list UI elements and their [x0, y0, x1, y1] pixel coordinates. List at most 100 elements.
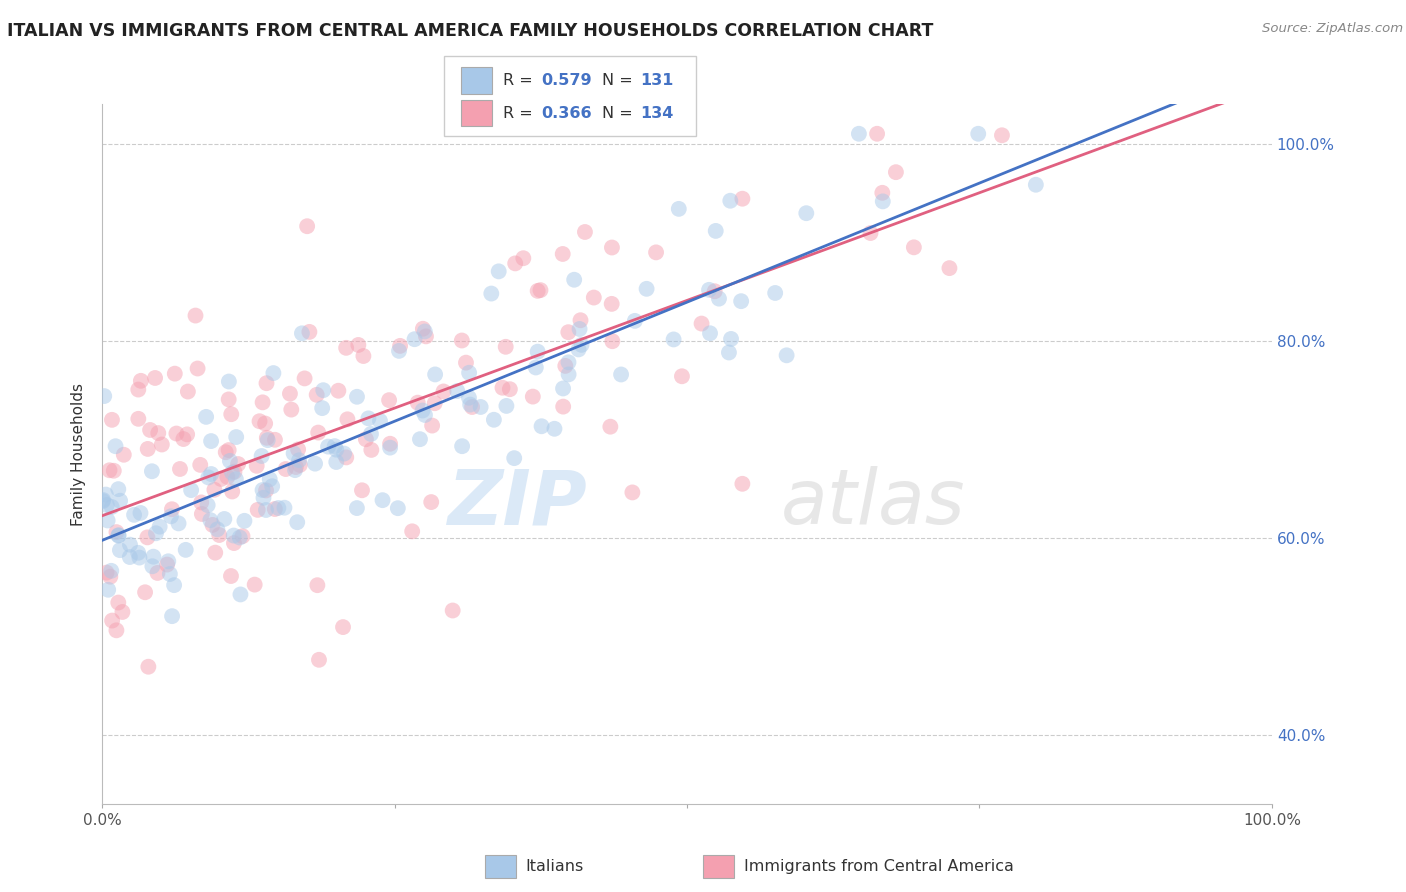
Point	[100, 564, 122, 578]
Point	[148, 425, 170, 440]
Text: 0.366: 0.366	[541, 105, 592, 120]
Point	[139, 423, 162, 437]
Point	[671, 369, 693, 384]
Text: R =: R =	[503, 73, 538, 88]
Point	[98, 569, 121, 583]
Point	[458, 366, 481, 380]
Point	[530, 419, 553, 434]
Point	[105, 624, 128, 638]
Point	[200, 434, 222, 448]
Point	[118, 538, 141, 552]
Point	[621, 485, 644, 500]
Point	[146, 566, 169, 580]
Point	[432, 384, 454, 399]
Point	[209, 472, 232, 486]
Point	[136, 530, 159, 544]
Point	[98, 463, 121, 477]
Point	[163, 578, 186, 592]
Point	[872, 186, 894, 200]
Point	[284, 463, 307, 477]
Point	[866, 127, 889, 141]
Point	[346, 501, 368, 516]
Point	[325, 442, 347, 457]
Point	[387, 501, 409, 516]
Point	[169, 462, 191, 476]
Point	[325, 455, 347, 469]
Point	[371, 493, 394, 508]
Point	[174, 542, 197, 557]
Point	[522, 390, 544, 404]
Point	[160, 509, 183, 524]
Point	[218, 443, 240, 458]
Point	[357, 411, 380, 425]
Point	[156, 558, 179, 572]
Point	[197, 470, 219, 484]
Point	[287, 442, 309, 457]
Text: atlas: atlas	[780, 466, 965, 540]
Point	[219, 407, 242, 421]
Point	[96, 566, 118, 580]
Point	[145, 526, 167, 541]
Point	[624, 314, 647, 328]
Point	[602, 334, 624, 349]
Point	[254, 417, 277, 431]
Point	[569, 313, 592, 327]
Point	[250, 449, 273, 463]
Point	[280, 402, 302, 417]
Point	[420, 418, 443, 433]
Point	[350, 483, 373, 498]
Point	[263, 502, 285, 516]
Point	[172, 432, 194, 446]
Point	[219, 569, 242, 583]
Point	[222, 528, 245, 542]
Point	[252, 483, 274, 497]
Point	[571, 338, 593, 352]
Point	[458, 398, 481, 412]
Point	[446, 384, 468, 398]
Y-axis label: Family Households: Family Households	[72, 383, 86, 525]
Point	[461, 400, 484, 414]
Point	[264, 433, 287, 447]
Point	[668, 202, 690, 216]
Point	[574, 225, 596, 239]
Point	[731, 192, 754, 206]
Text: N =: N =	[602, 73, 638, 88]
Point	[491, 381, 513, 395]
Point	[221, 466, 243, 480]
Point	[129, 506, 152, 520]
Point	[204, 546, 226, 560]
Point	[636, 282, 658, 296]
Point	[190, 495, 212, 509]
Point	[610, 368, 633, 382]
Point	[307, 578, 329, 592]
Point	[107, 528, 129, 542]
Point	[389, 339, 412, 353]
Point	[524, 360, 547, 375]
Point	[352, 349, 374, 363]
Point	[108, 493, 131, 508]
Point	[256, 431, 278, 445]
Point	[259, 472, 281, 486]
Point	[346, 390, 368, 404]
Point	[141, 559, 163, 574]
Point	[335, 450, 357, 465]
Point	[149, 519, 172, 533]
Point	[526, 344, 548, 359]
Text: 131: 131	[640, 73, 673, 88]
Point	[568, 322, 591, 336]
Text: ZIP: ZIP	[449, 466, 588, 540]
Point	[307, 425, 329, 440]
Point	[354, 432, 377, 446]
Text: Source: ZipAtlas.com: Source: ZipAtlas.com	[1263, 22, 1403, 36]
Point	[229, 587, 252, 601]
Point	[165, 426, 187, 441]
Point	[316, 440, 339, 454]
Point	[231, 529, 253, 543]
Point	[142, 549, 165, 564]
Point	[91, 493, 114, 508]
Point	[420, 495, 443, 509]
Point	[557, 355, 579, 369]
Point	[599, 419, 621, 434]
Point	[249, 414, 271, 428]
Point	[347, 338, 370, 352]
